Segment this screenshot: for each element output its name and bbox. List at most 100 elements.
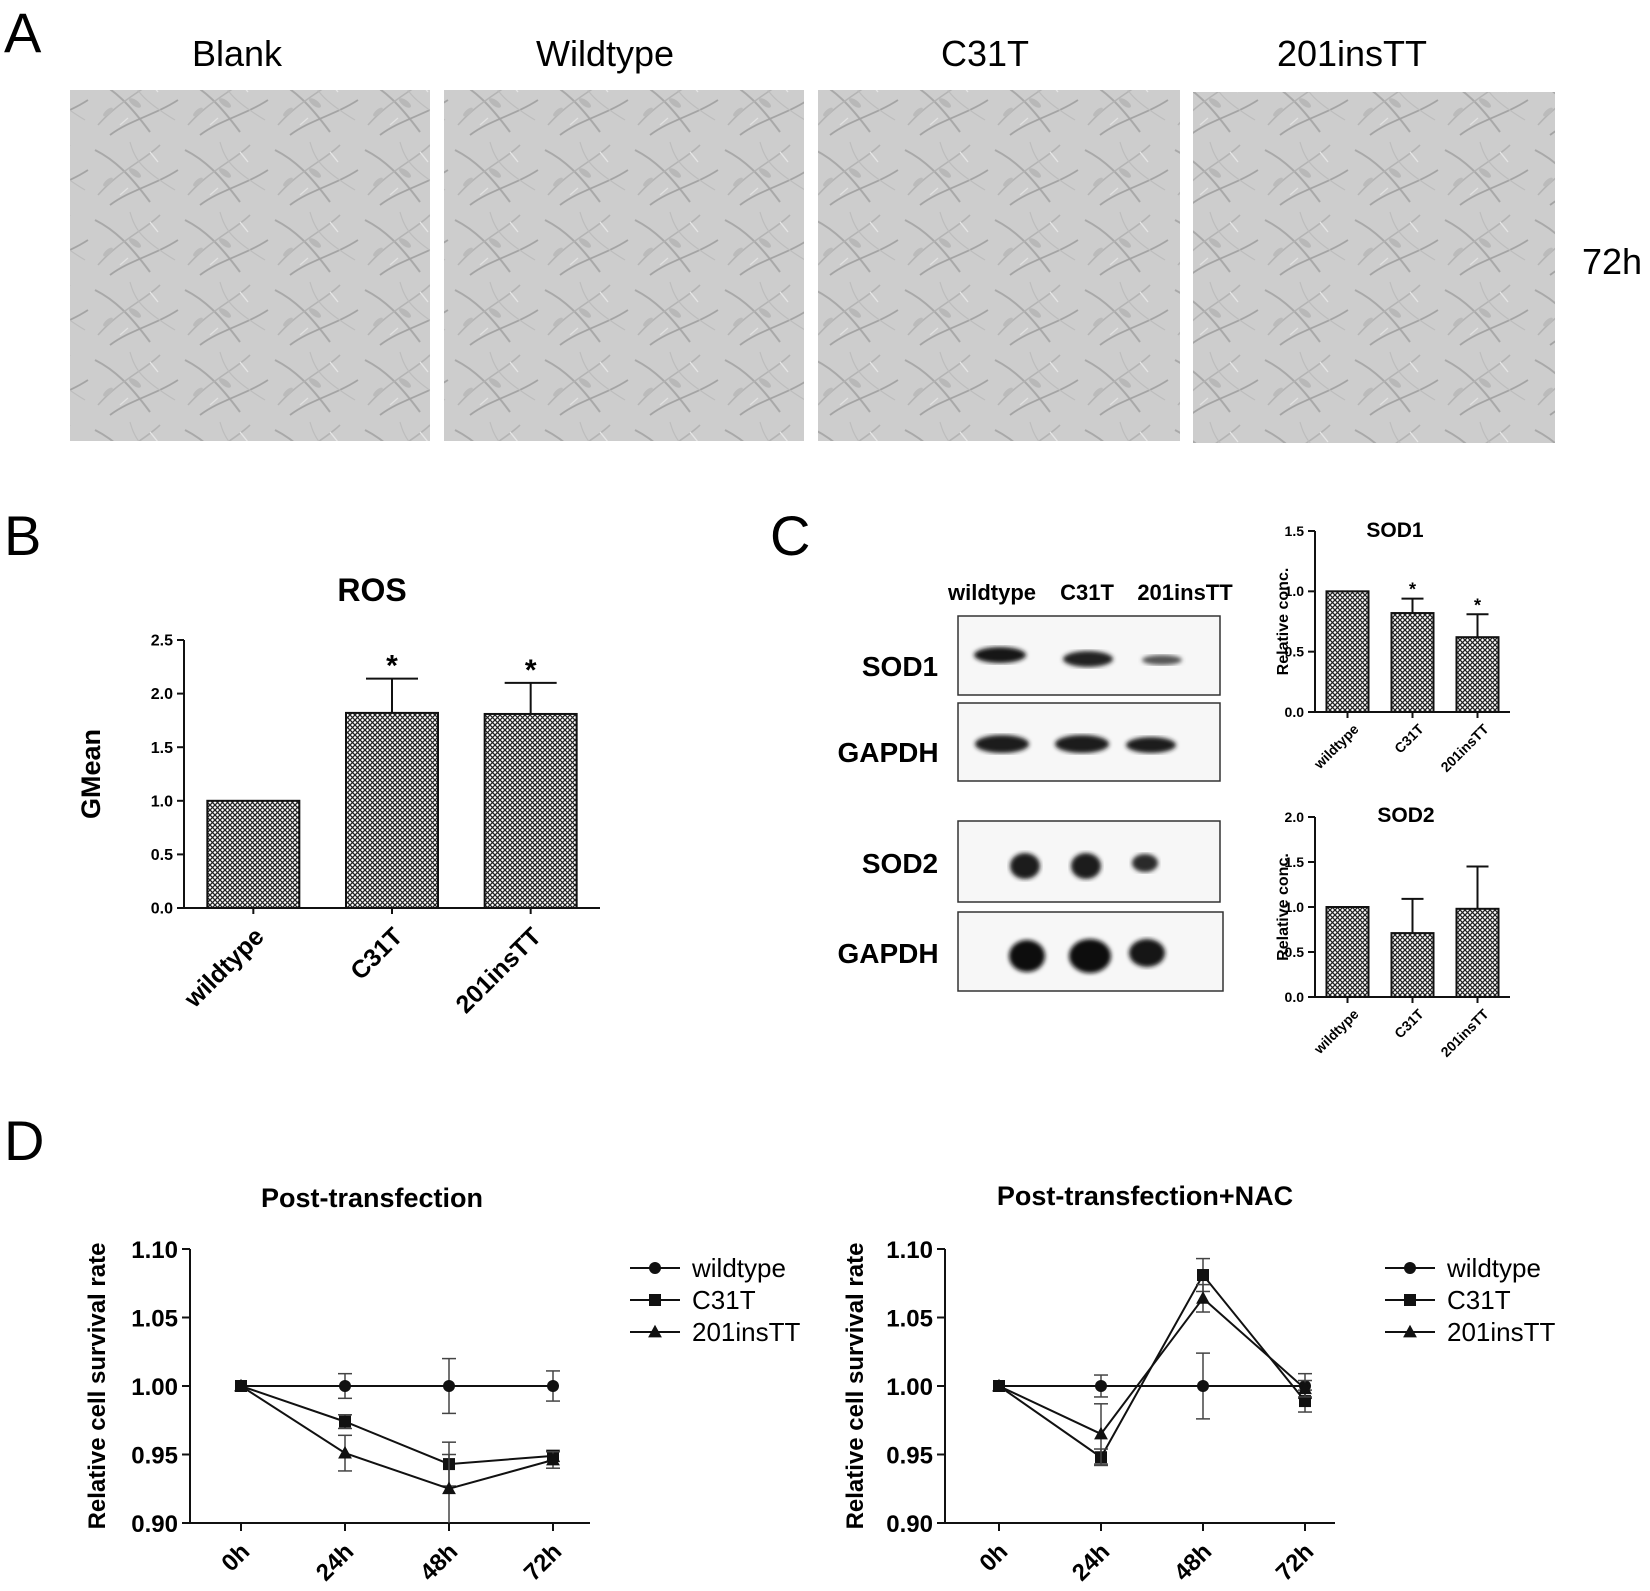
sod1-category-label: C31T — [1391, 720, 1427, 756]
ros-category-label: 201insTT — [450, 922, 546, 1018]
nac-legend-label: C31T — [1447, 1285, 1511, 1315]
ros-significance-marker: * — [525, 654, 537, 687]
sod2-category-label: wildtype — [1310, 1006, 1362, 1058]
sod1-y-tick-label: 0.5 — [1285, 644, 1305, 660]
ros-y-tick-label: 2.0 — [151, 686, 173, 703]
sod2-y-tick-label: 1.5 — [1285, 854, 1305, 870]
ros-chart-title: ROS — [337, 572, 406, 608]
micrograph-c31t — [818, 90, 1180, 441]
blot-row-label-sod1: SOD1 — [862, 651, 938, 682]
sod2-y-tick-label: 0.5 — [1285, 944, 1305, 960]
post-point-wildtype — [547, 1380, 559, 1392]
sod2-bar — [1325, 906, 1370, 998]
blot-gapdh-1 — [957, 702, 1221, 782]
band-sod2-wildtype — [1010, 853, 1040, 879]
panel-letter-c: C — [770, 504, 810, 567]
sod1-y-axis-label: Relative conc. — [1275, 568, 1292, 676]
blot-row-label-sod2: SOD2 — [862, 848, 938, 879]
post-y-tick-label: 1.10 — [131, 1237, 178, 1264]
band-gapdh2-c31t — [1069, 939, 1111, 973]
micrograph-labels: Blank Wildtype C31T 201insTT — [192, 33, 1427, 74]
post-point-201insTT — [338, 1445, 352, 1459]
nac-y-tick-label: 0.95 — [886, 1443, 933, 1470]
micrograph-wildtype — [444, 90, 804, 441]
nac-x-tick-label: 0h — [974, 1538, 1013, 1577]
post-x-tick-label: 0h — [216, 1538, 255, 1577]
blot-row-label-gapdh-1: GAPDH — [837, 737, 938, 768]
nac-legend-label: 201insTT — [1447, 1317, 1555, 1347]
nac-point-201insTT — [1094, 1426, 1108, 1440]
nac-legend-marker-C31T — [1404, 1294, 1416, 1306]
post-y-axis-label: Relative cell survival rate — [84, 1243, 111, 1530]
nac-x-tick-label: 72h — [1271, 1538, 1319, 1586]
band-gapdh2-201instt — [1129, 939, 1165, 967]
post-series-line-C31T — [240, 1385, 554, 1466]
sod1-bar — [1390, 612, 1435, 714]
ros-y-axis-label: GMean — [76, 729, 106, 819]
micrograph-label-wildtype: Wildtype — [536, 33, 674, 74]
band-sod2-c31t — [1071, 853, 1101, 879]
sod1-y-tick-label: 1.0 — [1285, 583, 1305, 599]
band-gapdh1-wildtype — [975, 735, 1029, 753]
sod1-y-tick-label: 1.5 — [1285, 523, 1305, 539]
blot-sod2 — [957, 820, 1221, 903]
nac-point-201insTT — [1196, 1291, 1210, 1304]
ros-bar — [483, 712, 578, 910]
band-sod1-c31t — [1063, 651, 1113, 667]
post-transfection-line-chart: Post-transfection Relative cell survival … — [84, 1183, 800, 1586]
nac-legend-marker-201insTT — [1403, 1324, 1417, 1338]
panel-letter-d: D — [4, 1109, 44, 1172]
micrograph-blank — [70, 90, 430, 441]
sod1-significance-marker: * — [1409, 580, 1416, 600]
band-gapdh2-wildtype — [1009, 940, 1045, 972]
sod2-category-label: 201insTT — [1437, 1006, 1492, 1061]
ros-y-tick-label: 0.5 — [151, 847, 173, 864]
micrograph-label-blank: Blank — [192, 33, 283, 74]
sod2-y-tick-label: 2.0 — [1285, 809, 1305, 825]
post-legend-marker-201insTT — [648, 1324, 662, 1338]
micrographs — [70, 90, 1555, 443]
post-point-201insTT — [234, 1378, 248, 1392]
blot-gapdh-2 — [957, 911, 1224, 992]
nac-point-201insTT — [1298, 1381, 1312, 1395]
nac-y-tick-label: 1.10 — [886, 1237, 933, 1264]
sod2-bar — [1455, 907, 1500, 998]
nac-chart-title: Post-transfection+NAC — [997, 1181, 1293, 1211]
sod2-bar-chart: SOD2 Relative conc. 0.0 0.5 1.0 1.5 2.0 wildtyp… — [1275, 804, 1510, 1060]
sod1-category-label: 201insTT — [1437, 721, 1492, 776]
post-x-tick-label: 48h — [415, 1538, 463, 1586]
sod1-chart-title: SOD1 — [1366, 519, 1424, 542]
ros-significance-marker: * — [386, 650, 398, 683]
post-legend-marker-C31T — [649, 1294, 661, 1306]
blot-header-201instt: 201insTT — [1137, 580, 1233, 605]
micrograph-label-201instt: 201insTT — [1277, 33, 1427, 74]
post-chart-title: Post-transfection — [261, 1183, 483, 1213]
post-y-tick-label: 0.95 — [131, 1443, 178, 1470]
sod1-significance-marker: * — [1474, 595, 1481, 615]
ros-category-label: wildtype — [178, 922, 269, 1013]
nac-point-wildtype — [1095, 1380, 1107, 1392]
post-point-201insTT — [442, 1481, 456, 1495]
ros-bar — [206, 799, 301, 909]
post-transfection-nac-line-chart: Post-transfection+NAC Relative cell survi… — [842, 1181, 1555, 1586]
post-legend-label: 201insTT — [692, 1317, 800, 1347]
blot-sod1 — [957, 615, 1221, 696]
post-y-tick-label: 0.90 — [131, 1511, 178, 1538]
ros-bar — [345, 711, 439, 909]
nac-y-tick-label: 0.90 — [886, 1511, 933, 1538]
blot-header-c31t: C31T — [1060, 580, 1114, 605]
post-x-tick-label: 24h — [311, 1538, 359, 1586]
band-sod1-wildtype — [974, 647, 1026, 663]
ros-y-tick-label: 1.0 — [151, 793, 173, 810]
band-gapdh1-c31t — [1055, 735, 1109, 753]
ros-bar-chart: ROS GMean 0.0 0.5 1.0 1.5 2.0 2.5 wildtype * C31T *… — [76, 572, 600, 1019]
sod1-bar-chart: SOD1 Relative conc. 0.0 0.5 1.0 1.5 wildtype * C… — [1275, 519, 1510, 775]
nac-x-tick-label: 24h — [1067, 1538, 1115, 1586]
sod2-y-tick-label: 0.0 — [1285, 989, 1305, 1005]
nac-point-wildtype — [1197, 1380, 1209, 1392]
post-series-line-201insTT — [240, 1385, 554, 1490]
blot-header-wildtype: wildtype — [947, 580, 1036, 605]
sod2-y-axis-label: Relative conc. — [1275, 853, 1292, 961]
post-point-wildtype — [443, 1380, 455, 1392]
